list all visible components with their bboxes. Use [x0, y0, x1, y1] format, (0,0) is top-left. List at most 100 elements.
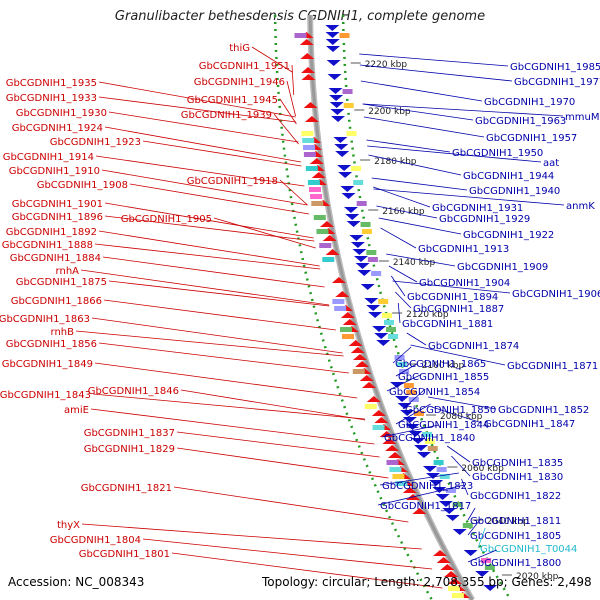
right-gene-label: GbCGDNIH1_1835 — [472, 458, 563, 469]
right-leader-line — [359, 64, 513, 82]
left-gene-label: GbCGDNIH1_1892 — [6, 227, 97, 238]
forward-gene-arrow — [402, 487, 417, 493]
reverse-gene-arrow — [376, 340, 391, 346]
forward-gene-arrow — [440, 564, 455, 570]
cog-box — [446, 488, 457, 493]
right-gene-label: GbCGDNIH1_1871 — [507, 361, 598, 372]
right-leader-line — [381, 424, 439, 438]
reverse-gene-arrow — [374, 333, 389, 339]
left-gene-label: GbCGDNIH1_1856 — [6, 339, 97, 350]
right-leader-line — [368, 154, 462, 176]
left-gene-label: GbCGDNIH1_1914 — [3, 152, 94, 163]
left-gene-label: rnhA — [56, 266, 80, 277]
left-leader-line — [279, 179, 308, 206]
left-leader-line — [108, 111, 299, 143]
right-leader-line — [395, 403, 431, 425]
right-leader-line — [359, 53, 509, 67]
cog-box — [313, 215, 326, 220]
cog-box — [392, 474, 405, 479]
right-gene-label: GbCGDNIH1_1909 — [457, 262, 548, 273]
left-gene-label: amiE — [64, 405, 89, 416]
right-gene-label: GbCGDNIH1_1847 — [484, 419, 575, 430]
reverse-gene-arrow — [334, 144, 349, 150]
right-leader-line — [410, 344, 506, 366]
reverse-gene-arrow — [355, 263, 370, 269]
right-leader-line — [397, 302, 401, 324]
left-gene-label: GbCGDNIH1_1905 — [121, 214, 212, 225]
forward-gene-arrow — [319, 221, 334, 227]
forward-gene-arrow — [350, 347, 365, 353]
right-gene-label: GbCGDNIH1_1922 — [463, 230, 554, 241]
kbp-tick-label: 2200 kbp — [368, 107, 411, 117]
cog-box — [356, 201, 367, 206]
reverse-gene-arrow — [475, 571, 490, 577]
reverse-gene-arrow — [400, 410, 415, 416]
cog-box — [406, 390, 417, 395]
right-gene-label: GbCGDNIH1_1913 — [418, 244, 509, 255]
left-gene-label: rnhB — [51, 327, 75, 338]
reverse-gene-arrow — [353, 256, 368, 262]
right-gene-label: GbCGDNIH1_1894 — [407, 292, 498, 303]
left-leader-line — [273, 113, 299, 145]
cog-box — [303, 152, 316, 157]
left-leader-line — [142, 538, 433, 570]
reverse-gene-arrow — [325, 32, 340, 38]
left-gene-label: GbCGDNIH1_1866 — [11, 296, 102, 307]
reverse-gene-arrow — [483, 585, 498, 591]
right-gene-label: GbCGDNIH1_1854 — [389, 387, 480, 398]
forward-gene-arrow — [359, 375, 374, 381]
cog-box — [310, 194, 323, 199]
forward-gene-arrow — [387, 452, 402, 458]
reverse-gene-arrow — [432, 487, 447, 493]
forward-gene-arrow — [309, 158, 324, 164]
forward-gene-arrow — [331, 277, 346, 283]
cog-box — [388, 334, 399, 339]
map-title: Granulibacter bethesdensis CGDNIH1, comp… — [114, 9, 486, 24]
right-leader-line — [386, 253, 456, 267]
reverse-gene-arrow — [429, 480, 444, 486]
left-leader-line — [91, 317, 343, 354]
forward-gene-arrow — [303, 102, 318, 108]
forward-gene-arrow — [352, 354, 367, 360]
reverse-gene-arrow — [390, 382, 405, 388]
cog-box — [462, 523, 473, 528]
left-leader-line — [98, 230, 320, 267]
kbp-tick-label: 2040 kbp — [486, 517, 529, 527]
left-leader-line — [90, 408, 375, 445]
reverse-gene-arrow — [335, 151, 350, 157]
left-leader-line — [291, 64, 295, 96]
left-leader-line — [213, 217, 316, 249]
cog-box — [383, 320, 394, 325]
forward-gene-arrow — [355, 361, 370, 367]
forward-gene-arrow — [300, 53, 315, 59]
right-leader-line — [376, 205, 438, 219]
backbone-arc — [308, 14, 474, 600]
right-leader-line — [451, 455, 471, 477]
cog-box — [351, 166, 362, 171]
reverse-gene-arrow — [442, 508, 457, 514]
right-leader-line — [360, 80, 483, 102]
reverse-gene-arrow — [402, 417, 417, 423]
left-gene-label: GbCGDNIH1_1821 — [81, 483, 172, 494]
left-gene-label: GbCGDNIH1_1846 — [88, 386, 179, 397]
right-leader-line — [362, 103, 564, 117]
left-leader-line — [81, 523, 422, 550]
right-leader-line — [373, 188, 565, 206]
cog-box — [413, 411, 424, 416]
left-gene-label: GbCGDNIH1_1849 — [2, 359, 93, 370]
right-gene-label: mmuM — [565, 112, 599, 123]
left-gene-label: GbCGDNIH1_1933 — [6, 93, 97, 104]
right-leader-line — [388, 265, 418, 283]
cog-box — [322, 257, 335, 262]
forward-gene-arrow — [412, 508, 427, 514]
right-leader-line — [395, 363, 417, 377]
left-gene-label: GbCGDNIH1_1884 — [10, 253, 101, 264]
reverse-gene-arrow — [352, 249, 367, 255]
right-gene-label: GbCGDNIH1_1950 — [452, 148, 543, 159]
forward-gene-arrow — [361, 382, 376, 388]
reverse-gene-arrow — [340, 186, 355, 192]
cog-box — [319, 243, 332, 248]
right-leader-line — [402, 388, 426, 410]
right-leader-line — [366, 139, 451, 153]
forward-gene-arrow — [433, 550, 448, 556]
